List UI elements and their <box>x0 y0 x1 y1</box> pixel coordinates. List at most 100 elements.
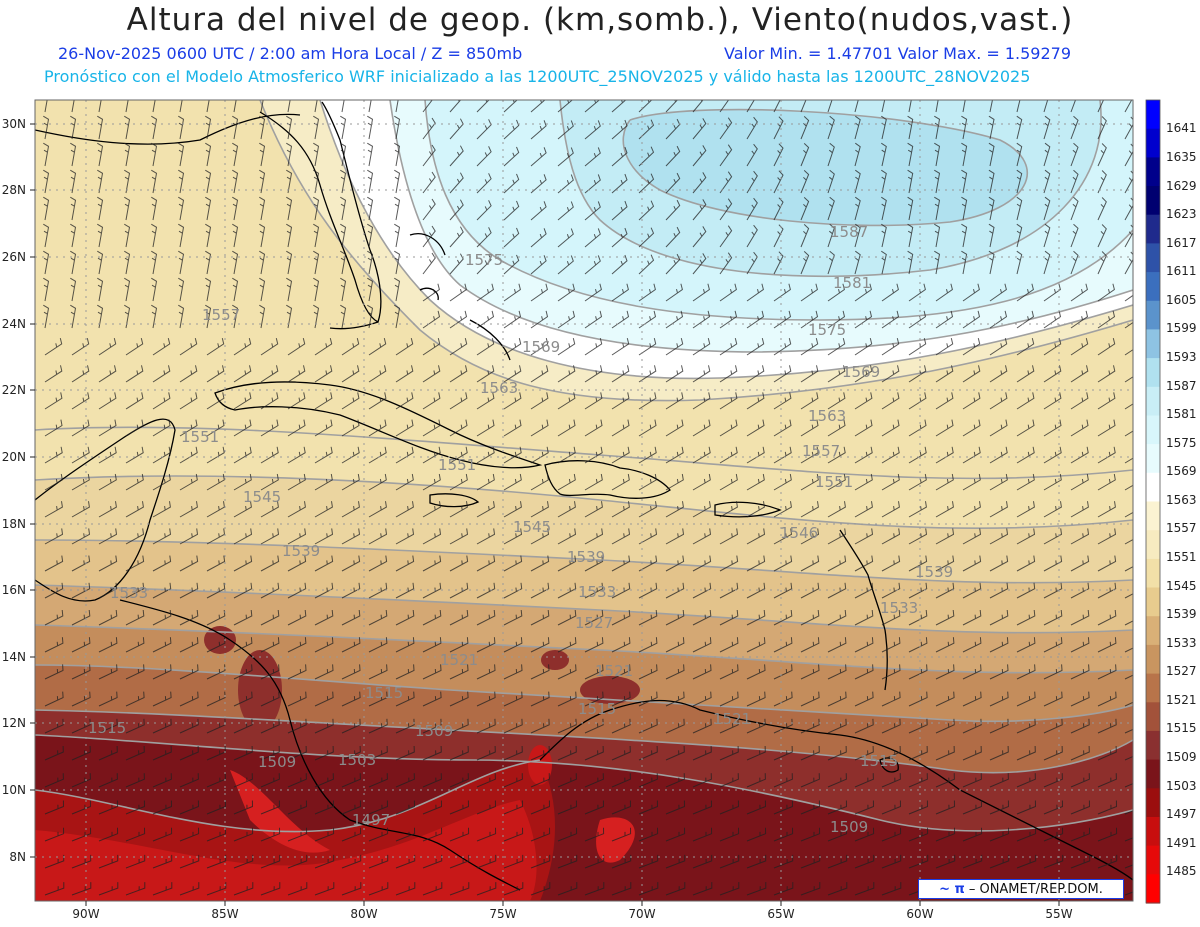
wind-barb <box>773 143 784 167</box>
wind-barb <box>854 664 874 680</box>
wind-barb <box>98 854 119 869</box>
wind-barb <box>800 446 819 464</box>
wind-barb <box>503 637 523 653</box>
wind-barb <box>1070 473 1089 491</box>
wind-barb <box>395 582 415 599</box>
wind-barb <box>665 473 684 491</box>
lon-tick-label: 65W <box>767 907 794 921</box>
wind-barb <box>233 609 253 626</box>
wind-barb <box>98 392 117 410</box>
wind-barb <box>476 882 497 896</box>
wind-barb <box>152 800 173 815</box>
wind-barb <box>1043 365 1062 383</box>
wind-barb <box>719 664 739 680</box>
wind-barb <box>638 446 657 464</box>
wind-barb <box>557 100 574 113</box>
wind-barb <box>773 100 781 113</box>
wind-barb <box>70 223 77 248</box>
wind-barb <box>665 882 686 896</box>
wind-barb <box>1097 116 1107 140</box>
colorbar-label: 1563 <box>1166 493 1197 507</box>
wind-barb <box>395 473 414 491</box>
lat-lon-grid <box>35 100 1133 901</box>
wind-barb <box>476 800 497 815</box>
wind-barb <box>989 555 1009 572</box>
wind-barb <box>800 116 810 140</box>
wind-barb <box>205 142 212 167</box>
wind-barb <box>179 609 199 626</box>
wind-barb <box>934 169 941 194</box>
wind-barb <box>827 223 835 248</box>
wind-barb <box>1070 223 1079 248</box>
wind-barb <box>233 392 252 410</box>
wind-barb <box>719 528 739 545</box>
wind-barb <box>71 745 91 761</box>
wind-barb <box>503 283 521 302</box>
wind-barb <box>1124 511 1133 518</box>
south-america-north <box>539 699 1133 881</box>
wind-barb <box>233 337 252 356</box>
wind-barb <box>394 304 401 329</box>
wind-barb <box>179 337 198 356</box>
wind-barb <box>638 337 657 356</box>
wind-barb <box>638 773 658 788</box>
wind-barb <box>854 528 874 545</box>
lon-tick-label: 60W <box>906 907 933 921</box>
wind-barb <box>854 337 873 356</box>
wind-barb <box>800 718 820 734</box>
wind-barb <box>98 718 118 734</box>
wind-barb <box>934 250 941 275</box>
wind-barb <box>611 473 630 491</box>
wind-barb <box>854 196 861 221</box>
wind-barb <box>178 304 185 329</box>
wind-barb <box>125 609 145 626</box>
wind-barb <box>449 800 470 815</box>
wind-barb <box>989 283 1007 302</box>
wind-barb <box>151 169 158 194</box>
wind-barb <box>341 664 361 680</box>
wind-barb <box>665 664 685 680</box>
wind-barb <box>557 501 576 518</box>
wind-barb <box>152 100 156 113</box>
wind-barb <box>611 419 630 437</box>
wind-barb <box>881 882 902 896</box>
wind-barb <box>503 119 520 140</box>
wind-barb <box>367 142 374 167</box>
wind-barb <box>692 310 711 329</box>
wind-barb <box>584 609 604 626</box>
wind-barb <box>503 745 523 761</box>
wind-barb <box>557 827 578 842</box>
wind-barb <box>422 800 443 815</box>
wind-barb <box>881 773 901 788</box>
wind-barb <box>800 365 819 383</box>
wind-barb <box>449 718 469 734</box>
wind-barb <box>773 337 792 356</box>
wind-barb <box>773 224 784 248</box>
wind-barb <box>152 365 171 383</box>
wind-barb <box>584 528 604 545</box>
wind-barb <box>125 392 144 410</box>
wind-barb <box>260 854 281 869</box>
wind-barb <box>178 196 185 221</box>
wind-barb <box>260 637 280 653</box>
wind-barbs <box>43 100 1133 896</box>
wind-barb <box>719 854 740 869</box>
wind-barb <box>124 277 131 302</box>
lon-axis: 90W 85W 80W 75W 70W 65W 60W 55W <box>72 907 1072 921</box>
lon-tick-label: 55W <box>1045 907 1072 921</box>
colorbar-swatch <box>1146 186 1160 216</box>
colorbar-label: 1539 <box>1166 607 1197 621</box>
lesser-antilles <box>839 529 888 691</box>
contour-label: 1533 <box>578 583 616 601</box>
wind-barb <box>935 501 954 518</box>
wind-barb <box>368 528 388 545</box>
wind-barb <box>1070 100 1077 113</box>
wind-barb <box>719 773 739 788</box>
wind-barb <box>800 882 821 896</box>
contour-label: 1515 <box>365 684 403 702</box>
wind-barb <box>259 142 266 167</box>
wind-barb <box>746 528 766 545</box>
wind-barb <box>638 119 655 140</box>
wind-barb <box>260 337 279 356</box>
wind-barb <box>233 664 253 680</box>
